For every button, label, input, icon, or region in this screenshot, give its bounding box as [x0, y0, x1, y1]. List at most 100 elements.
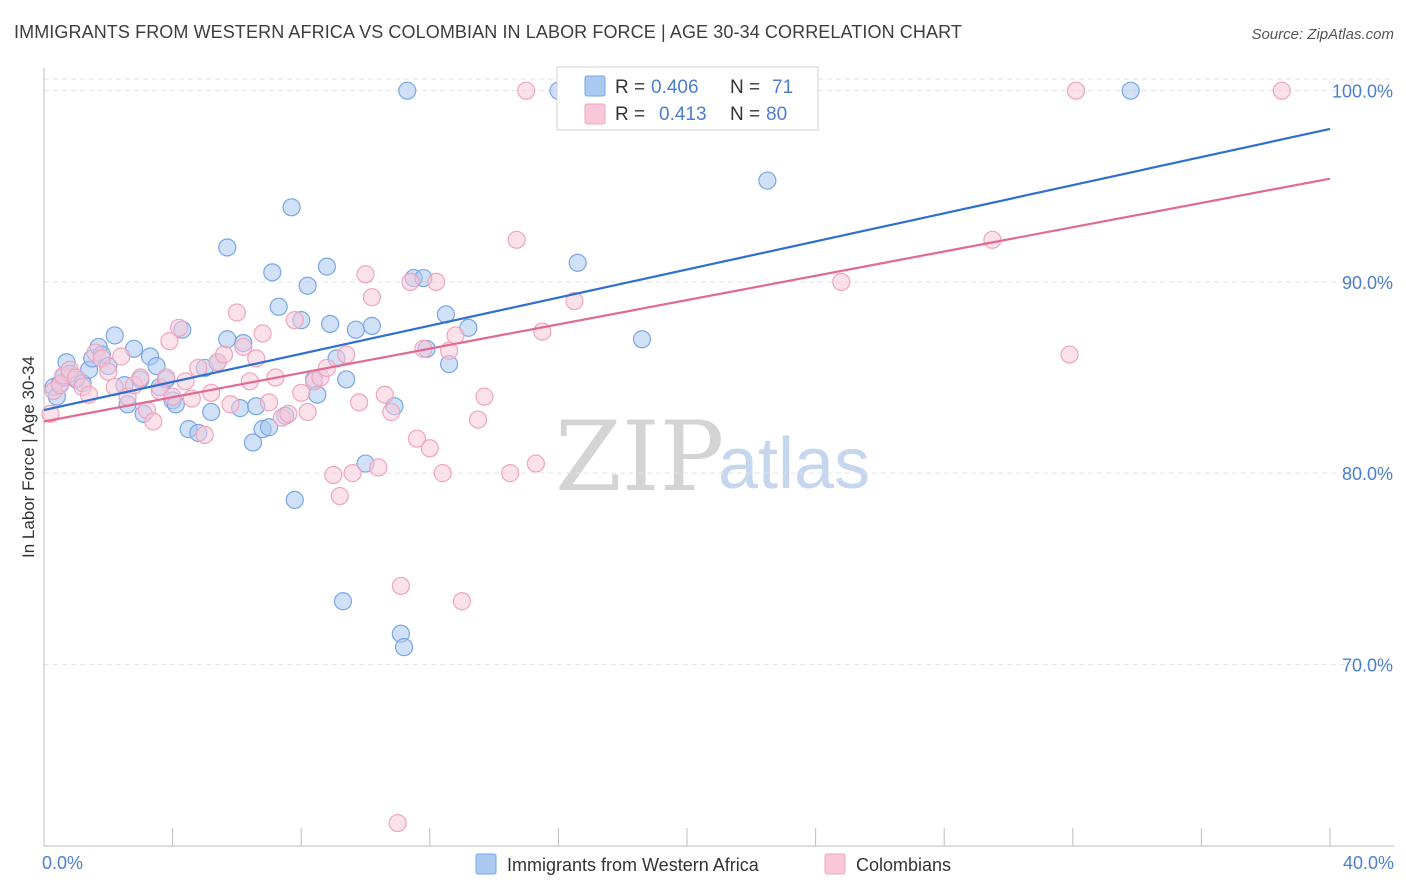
data-point	[758, 171, 777, 190]
data-point	[279, 404, 298, 423]
data-point	[259, 418, 279, 437]
legend-r-value-a: 0.406	[651, 77, 699, 98]
data-point	[144, 412, 163, 431]
data-point	[433, 464, 452, 483]
data-point	[565, 291, 584, 311]
data-point	[369, 458, 388, 477]
data-point	[333, 592, 353, 611]
data-point	[475, 387, 494, 406]
data-point	[407, 429, 427, 448]
data-point	[362, 288, 382, 307]
legend-swatch-colombians	[584, 103, 606, 125]
data-point	[330, 486, 349, 506]
data-point	[202, 383, 221, 402]
data-point	[298, 276, 317, 295]
data-point	[1121, 81, 1140, 100]
legend-swatch-western-africa	[584, 75, 606, 97]
legend-r-label-a: R =	[615, 77, 645, 98]
data-point	[507, 230, 526, 249]
data-point	[324, 465, 343, 485]
data-point	[317, 257, 337, 276]
data-point	[269, 297, 288, 316]
bottom-legend-label-western-africa: Immigrants from Western Africa	[507, 855, 760, 875]
trend-line	[43, 177, 1331, 423]
axes	[43, 68, 1394, 847]
data-point	[452, 592, 472, 611]
data-point	[292, 383, 311, 402]
data-point	[632, 330, 652, 349]
data-point	[356, 265, 375, 284]
data-point	[221, 395, 240, 414]
watermark: ZIP atlas	[555, 401, 870, 513]
data-point	[253, 324, 272, 343]
y-tick-label: 70.0%	[1342, 655, 1393, 675]
data-point	[131, 368, 150, 387]
bottom-legend-swatch-colombians	[824, 853, 846, 875]
data-point	[112, 347, 131, 366]
legend-n-label-b: N =	[730, 104, 760, 125]
legend-n-label-a: N =	[730, 77, 760, 98]
data-point	[420, 439, 439, 458]
data-point	[568, 253, 587, 272]
chart-title: IMMIGRANTS FROM WESTERN AFRICA VS COLOMB…	[14, 22, 962, 42]
bottom-legend-label-colombians: Colombians	[856, 855, 951, 875]
bottom-legend-swatch-western-africa	[475, 853, 497, 875]
data-point	[401, 272, 420, 292]
data-point	[337, 370, 356, 389]
data-point	[160, 332, 179, 351]
data-point	[214, 345, 234, 364]
bottom-legend: Immigrants from Western Africa Colombian…	[475, 853, 951, 875]
data-point	[99, 362, 118, 381]
data-point	[526, 454, 545, 473]
y-axis-label: In Labor Force | Age 30-34	[19, 356, 38, 558]
data-point	[263, 263, 282, 282]
data-point	[202, 402, 221, 422]
data-point	[1272, 81, 1291, 100]
y-tick-label: 100.0%	[1332, 82, 1393, 102]
data-point	[446, 326, 465, 345]
data-point	[169, 318, 189, 337]
data-point	[388, 813, 407, 833]
data-point	[983, 230, 1002, 249]
watermark-atlas: atlas	[718, 424, 870, 504]
data-point	[349, 393, 369, 412]
data-point	[337, 345, 356, 364]
data-point	[243, 433, 263, 452]
data-point	[394, 638, 414, 657]
data-point	[346, 320, 365, 339]
legend-n-value-a: 71	[772, 77, 793, 98]
chart-source: Source: ZipAtlas.com	[1251, 26, 1394, 43]
data-point	[501, 464, 520, 483]
data-point	[391, 576, 410, 596]
data-point	[218, 238, 237, 257]
y-tick-label: 90.0%	[1342, 273, 1393, 293]
y-tick-label: 80.0%	[1342, 464, 1393, 484]
y-tick-labels: 70.0% 80.0% 90.0% 100.0%	[1332, 82, 1393, 676]
data-point	[227, 303, 246, 322]
trend-line	[43, 127, 1331, 412]
data-point	[298, 402, 317, 422]
data-point	[195, 425, 214, 444]
legend-box: R = 0.406 N = 71 R = 0.413 N = 80	[556, 66, 819, 131]
legend-r-value-b: 0.413	[659, 104, 707, 125]
data-point	[285, 311, 304, 330]
x-tick-label-min: 0.0%	[42, 853, 83, 873]
data-point	[218, 330, 237, 349]
x-tick-label-max: 40.0%	[1343, 853, 1394, 873]
data-point	[382, 402, 401, 422]
data-point	[105, 326, 124, 345]
data-point	[362, 316, 382, 335]
data-point	[398, 81, 417, 100]
data-point	[259, 393, 279, 412]
data-point	[1066, 81, 1086, 100]
data-point	[285, 490, 304, 509]
gridlines	[44, 78, 1394, 665]
series-colombians-points	[41, 81, 1291, 833]
data-point	[427, 272, 446, 292]
data-point	[1060, 345, 1079, 364]
data-point	[234, 337, 253, 357]
series-western-africa-points	[44, 81, 1140, 657]
trend-lines	[43, 127, 1331, 423]
data-point	[282, 198, 301, 217]
